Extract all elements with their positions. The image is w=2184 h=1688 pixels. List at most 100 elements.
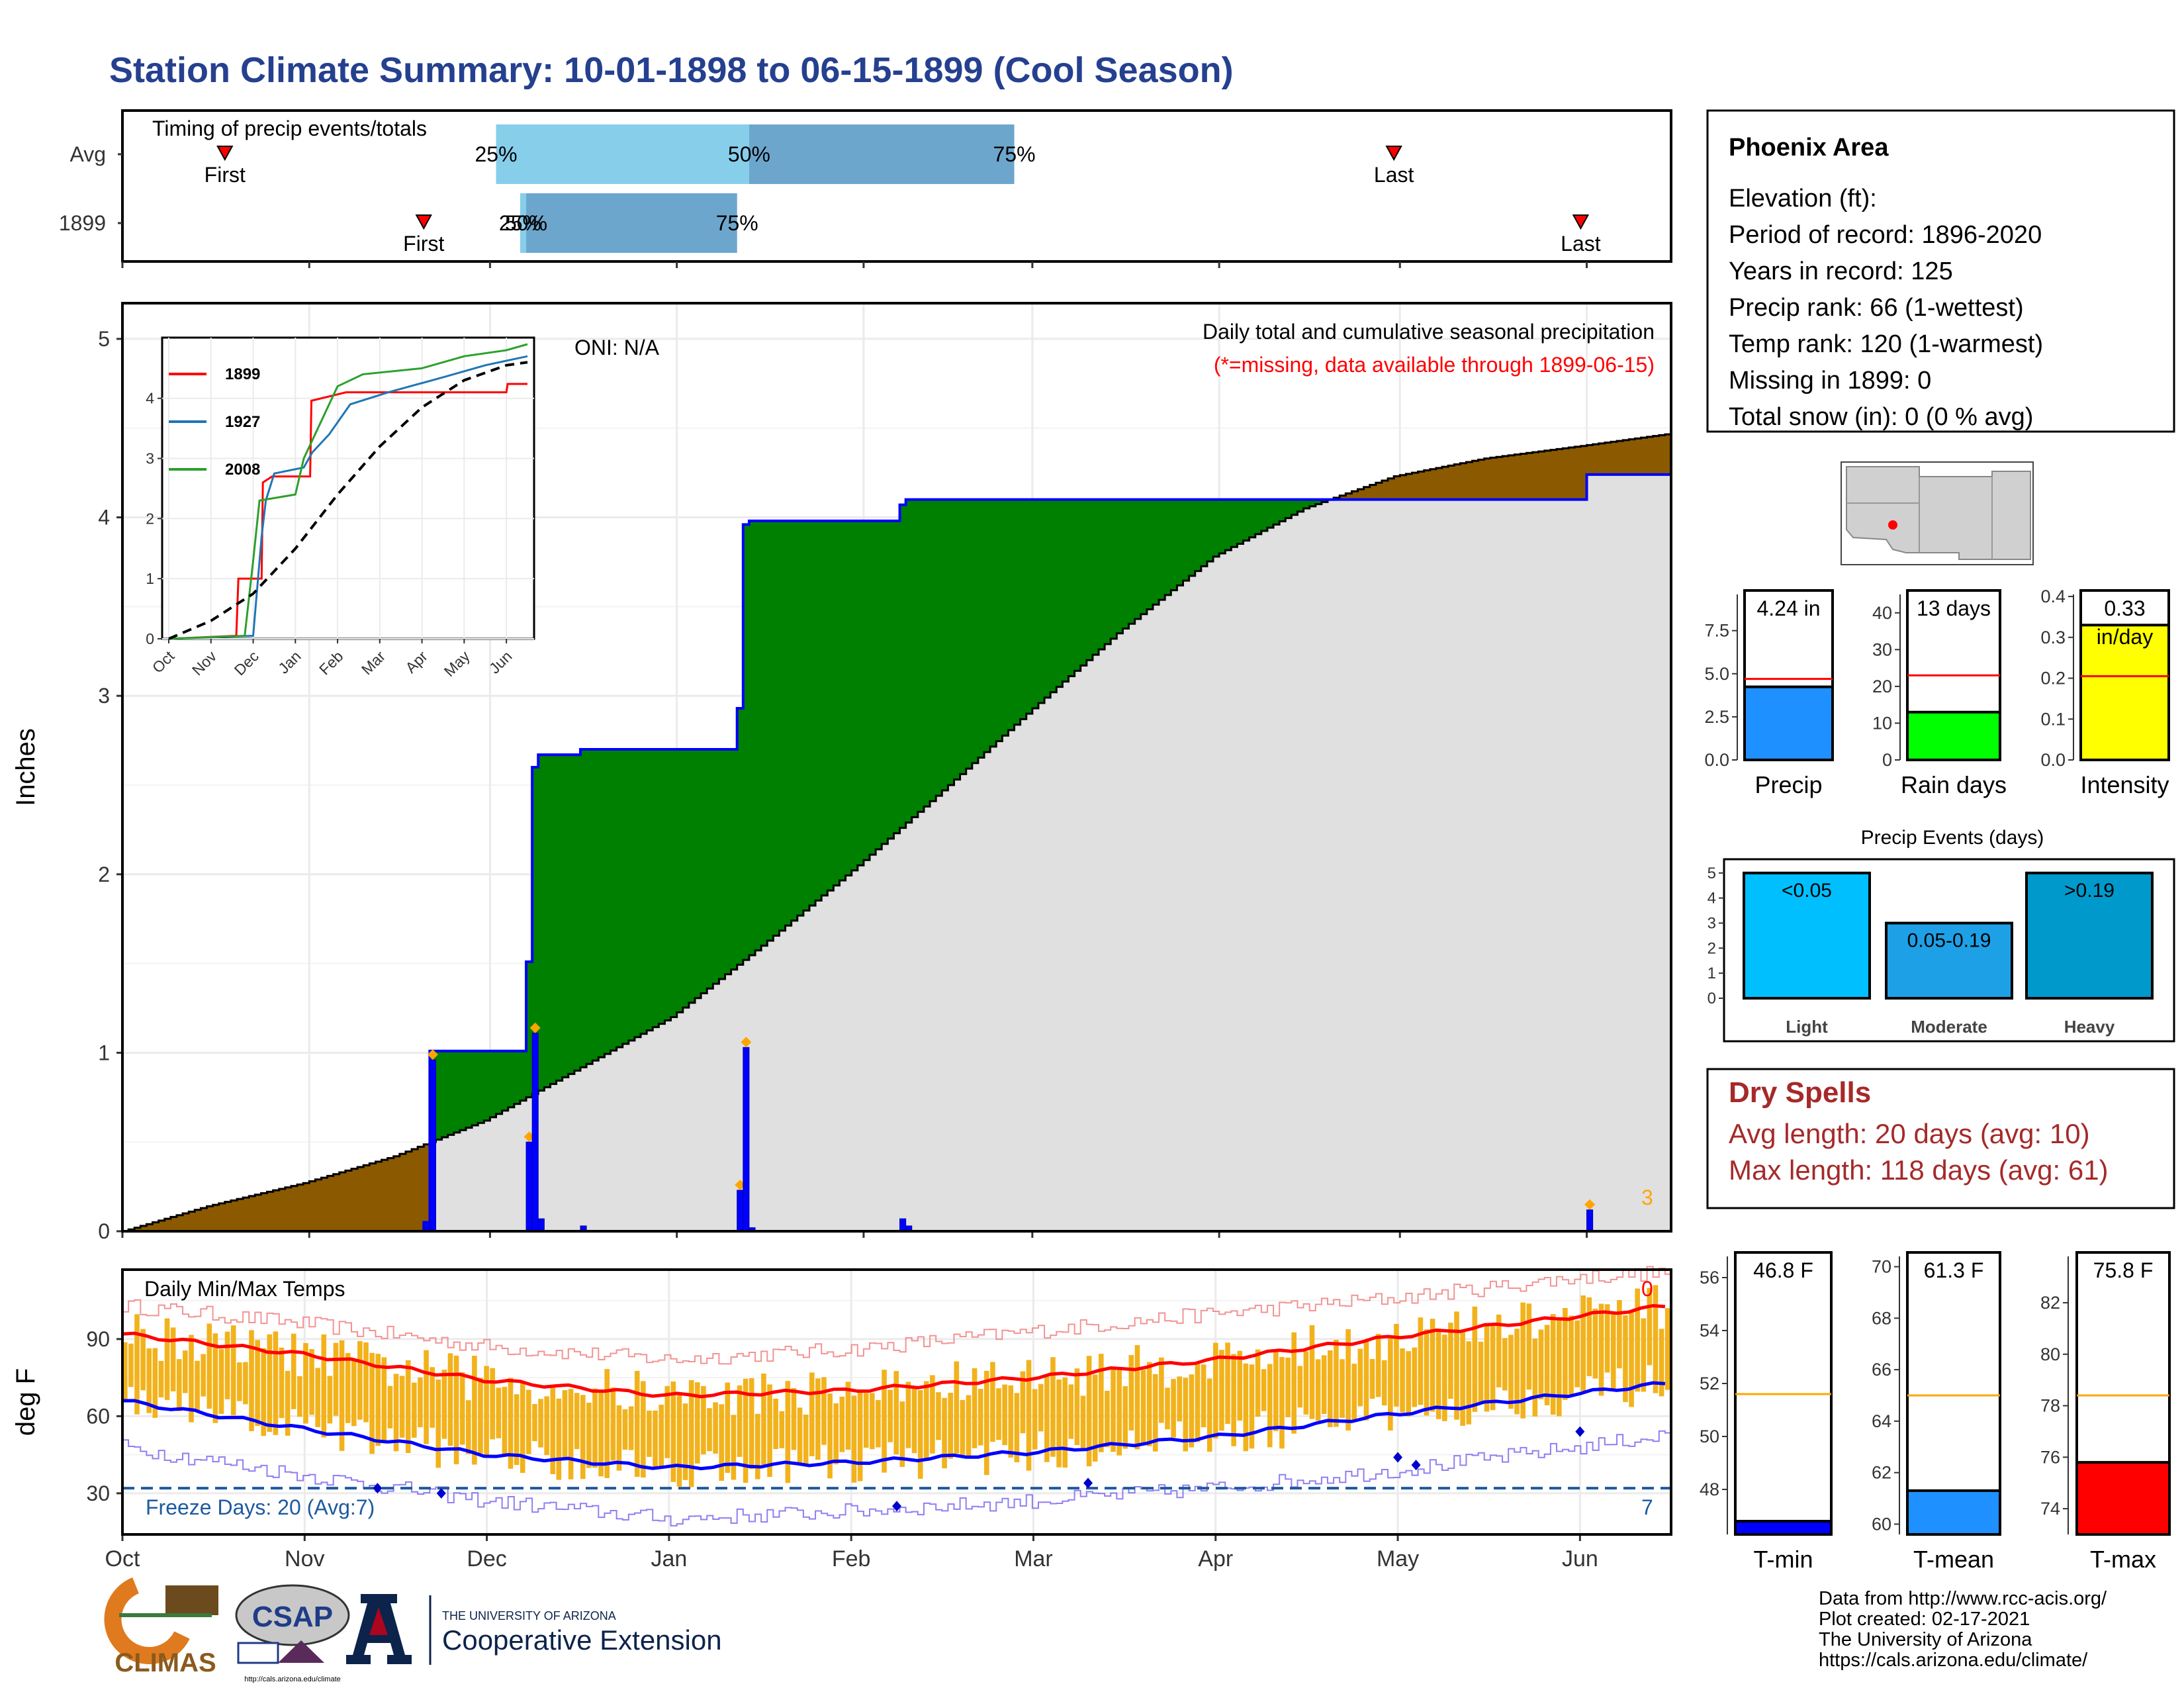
small-chart-y-tick-label: 80	[2040, 1344, 2060, 1364]
small-chart-y-tick-label: 10	[1872, 713, 1892, 733]
small-chart-y-tick-label: 7.5	[1704, 621, 1729, 641]
main-y-tick-label: 4	[98, 506, 110, 530]
record-low-marker	[436, 1487, 446, 1499]
small-chart-y-tick-label: 2.5	[1704, 707, 1729, 727]
small-chart-category-label: T-max	[2090, 1546, 2156, 1573]
inset-y-tick-label: 4	[146, 390, 154, 407]
small-chart-y-tick-label: 0.0	[2040, 750, 2066, 770]
events-y-tick-label: 2	[1707, 939, 1716, 957]
events-y-tick-label: 1	[1707, 964, 1716, 982]
small-chart-y-tick-label: 0.2	[2040, 669, 2066, 688]
university-logo: THE UNIVERSITY OF ARIZONA Cooperative Ex…	[346, 1594, 722, 1665]
small-chart-y-tick-label: 62	[1872, 1463, 1891, 1483]
footer-credits: Data from http://www.rcc-acis.org/ Plot …	[1819, 1588, 2107, 1671]
footer-line-4: https://cals.arizona.edu/climate/	[1819, 1650, 2088, 1671]
small-chart-y-tick-label: 68	[1872, 1308, 1891, 1328]
small-chart-y-tick-label: 0	[1882, 750, 1892, 770]
small-chart-y-tick-label: 50	[1700, 1427, 1719, 1446]
small-chart-unit-label: in/day	[2097, 625, 2153, 649]
daily-precip-bar	[899, 1218, 907, 1232]
record-low-marker	[373, 1483, 383, 1494]
events-y-tick-label: 3	[1707, 914, 1716, 932]
temp-count-top: 0	[1641, 1277, 1653, 1301]
events-bar	[1743, 871, 1871, 1000]
small-chart-y-tick-label: 64	[1872, 1411, 1891, 1431]
events-bar	[1885, 921, 2013, 1000]
month-tick-label: May	[1377, 1546, 1419, 1571]
small-chart-bar	[1734, 1520, 1833, 1536]
footer-line-1: Data from http://www.rcc-acis.org/	[1819, 1588, 2107, 1609]
station-location-marker	[1888, 520, 1897, 530]
small-chart-bar	[1743, 685, 1834, 762]
timing-q75-label: 75%	[716, 211, 758, 235]
events-y-tick-label: 0	[1707, 990, 1716, 1008]
daily-max-marker	[523, 1131, 535, 1143]
timing-bar-lower	[520, 193, 527, 253]
temp-ylabel: deg F	[11, 1368, 40, 1436]
climas-logo-text: CLIMAS	[114, 1648, 216, 1677]
footer-line-2: Plot created: 02-17-2021	[1819, 1609, 2030, 1630]
timing-first-marker	[415, 214, 432, 230]
events-bar	[2025, 871, 2154, 1000]
main-ylabel: Inches	[11, 728, 40, 806]
small-chart-bar	[1906, 1489, 2001, 1536]
small-chart-value-label: 4.24 in	[1756, 596, 1820, 620]
small-chart-value-label: 13 days	[1917, 596, 1991, 620]
record-low-marker	[1575, 1426, 1585, 1437]
small-chart-y-tick-label: 0.0	[1704, 750, 1729, 770]
timing-first-marker	[216, 146, 234, 162]
record-low-marker	[1083, 1477, 1093, 1489]
main-y-tick-label: 2	[98, 863, 110, 886]
temp-y-tick-label: 30	[86, 1481, 110, 1505]
daily-precip-bar	[429, 1059, 436, 1232]
ua-big-text: Cooperative Extension	[442, 1624, 722, 1656]
timing-row-label: Avg	[69, 142, 106, 166]
inset-legend-label: 1899	[225, 365, 260, 383]
timing-q25-label: 25%	[475, 142, 517, 166]
small-chart-y-tick-label: 76	[2040, 1447, 2060, 1467]
record-min-line	[122, 1430, 1672, 1526]
month-tick-label: Nov	[285, 1546, 324, 1571]
events-bin-label: 0.05-0.19	[1907, 929, 1991, 951]
freeze-days-label: Freeze Days: 20 (Avg:7)	[146, 1495, 375, 1519]
inset-legend-label: 1927	[225, 413, 260, 431]
csap-logo-text: CSAP	[252, 1601, 333, 1633]
climas-logo: CLIMAS	[104, 1577, 218, 1677]
small-chart-category-label: Intensity	[2080, 771, 2169, 798]
inset-y-tick-label: 3	[146, 450, 154, 467]
main-y-tick-label: 5	[98, 327, 110, 351]
inset-y-tick-label: 2	[146, 510, 154, 527]
small-chart-y-tick-label: 0.1	[2040, 709, 2066, 729]
small-chart-y-tick-label: 52	[1700, 1374, 1719, 1393]
inset-legend-label: 2008	[225, 461, 260, 479]
small-chart-y-tick-label: 66	[1872, 1360, 1891, 1380]
small-chart-y-tick-label: 5.0	[1704, 664, 1729, 684]
small-chart-y-tick-label: 0.3	[2040, 628, 2066, 647]
station-info-line: Years in record: 125	[1729, 258, 1953, 285]
events-category-label: Light	[1786, 1017, 1828, 1037]
page-title: Station Climate Summary: 10-01-1898 to 0…	[109, 50, 1234, 90]
small-chart-y-tick-label: 48	[1700, 1479, 1719, 1499]
record-low-marker	[1393, 1452, 1403, 1463]
small-chart-y-tick-label: 74	[2040, 1499, 2060, 1519]
main-chart-subtitle: (*=missing, data available through 1899-…	[1214, 353, 1655, 377]
inset-series-1927	[168, 355, 528, 640]
daily-max-marker	[741, 1037, 752, 1048]
daily-max-marker	[735, 1179, 746, 1190]
daily-max-marker	[1584, 1199, 1596, 1210]
small-chart-value-label: 75.8 F	[2093, 1258, 2154, 1282]
small-chart-category-label: Precip	[1754, 771, 1822, 798]
timing-first-label: First	[205, 163, 246, 187]
dry-spells-max: Max length: 118 days (avg: 61)	[1729, 1154, 2109, 1186]
daily-precip-bar	[537, 1218, 545, 1232]
precip-events-chart: Precip Events (days) 0 1 2 3 4 5 <0.05 Light 0.0…	[1707, 827, 2175, 1043]
temp-y-tick-label: 60	[86, 1404, 110, 1428]
average-min-temp-line	[122, 1381, 1666, 1471]
station-info-line: Temp rank: 120 (1-warmest)	[1729, 330, 2043, 358]
timing-row-label: 1899	[59, 211, 106, 235]
main-y-tick-label: 3	[98, 684, 110, 708]
precip-events-title: Precip Events (days)	[1861, 827, 2044, 849]
